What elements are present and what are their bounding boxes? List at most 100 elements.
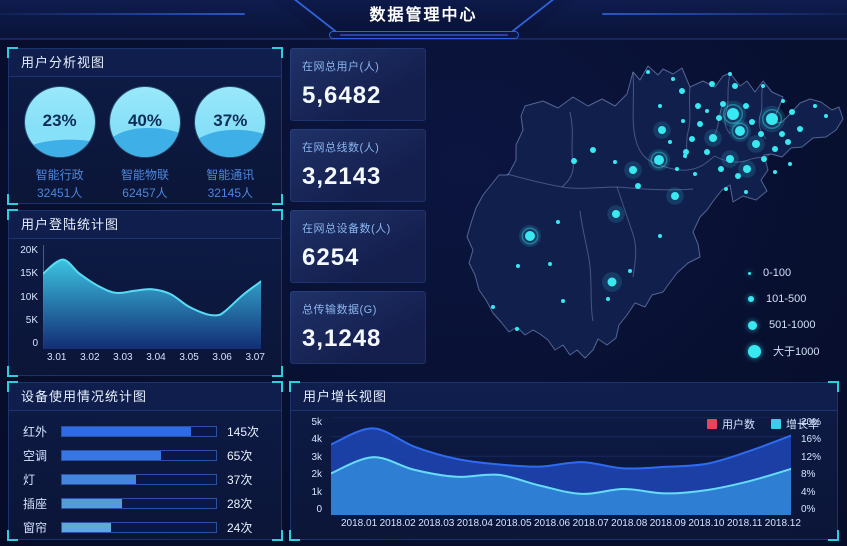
- map-dot[interactable]: [761, 84, 765, 88]
- map-dot[interactable]: [675, 167, 679, 171]
- map-legend-dot: [748, 271, 751, 275]
- map-dot[interactable]: [556, 220, 560, 224]
- map-dot[interactable]: [695, 103, 701, 109]
- map-dot[interactable]: [612, 210, 620, 218]
- y-tick-label: 0%: [801, 503, 816, 515]
- map-dot[interactable]: [697, 121, 703, 127]
- map-dot[interactable]: [607, 277, 617, 287]
- corner-accent: [7, 366, 18, 377]
- map-dot-ring: [521, 227, 539, 245]
- y-tick-label: 8%: [801, 469, 816, 481]
- map-dot[interactable]: [671, 192, 679, 200]
- map-dot[interactable]: [709, 134, 717, 142]
- map-dot[interactable]: [693, 172, 697, 176]
- map-dot[interactable]: [658, 126, 666, 134]
- x-tick-label: 2018.02: [379, 518, 416, 529]
- map-dot[interactable]: [658, 234, 662, 238]
- map-dot[interactable]: [646, 70, 650, 74]
- map-dot[interactable]: [491, 305, 495, 309]
- map-dot[interactable]: [735, 126, 745, 136]
- map-dot[interactable]: [689, 136, 695, 142]
- map-dot[interactable]: [683, 154, 687, 158]
- bar-track: [61, 498, 217, 509]
- device-usage-count: 37次: [227, 473, 253, 487]
- map-dot[interactable]: [797, 126, 803, 132]
- map-dot[interactable]: [716, 115, 722, 121]
- map-dot[interactable]: [761, 156, 767, 162]
- map-dot[interactable]: [629, 166, 637, 174]
- map-dot[interactable]: [758, 131, 764, 137]
- map-dot[interactable]: [781, 99, 785, 103]
- map-dot[interactable]: [705, 109, 709, 113]
- legend-item-users[interactable]: 用户数: [707, 416, 755, 432]
- map-dot[interactable]: [749, 119, 755, 125]
- map-dot[interactable]: [683, 149, 689, 155]
- map-dot[interactable]: [658, 104, 662, 108]
- corner-accent: [828, 530, 839, 541]
- x-tick-label: 3.02: [80, 352, 100, 363]
- map-dot[interactable]: [571, 158, 577, 164]
- map-dot[interactable]: [613, 160, 617, 164]
- gauge-label: 智能通讯: [206, 168, 255, 182]
- map-dot[interactable]: [743, 165, 751, 173]
- map-dot[interactable]: [724, 187, 728, 191]
- panel-title: 用户登陆统计图: [9, 211, 281, 239]
- map-dot[interactable]: [671, 77, 675, 81]
- x-tick-label: 3.06: [212, 352, 232, 363]
- map-dot[interactable]: [525, 231, 535, 241]
- map-legend-item: 大于1000: [748, 338, 819, 364]
- map-dot[interactable]: [561, 299, 565, 303]
- panel-title: 设备使用情况统计图: [9, 383, 281, 411]
- region-bubble-map[interactable]: 0-100 101-500 501-1000 大于1000: [430, 44, 847, 400]
- map-dot[interactable]: [635, 183, 641, 189]
- map-dot[interactable]: [679, 88, 685, 94]
- map-dot[interactable]: [515, 327, 519, 331]
- device-name: 窗帘: [23, 521, 48, 535]
- map-dot[interactable]: [788, 162, 792, 166]
- map-dot[interactable]: [590, 147, 596, 153]
- map-dot[interactable]: [813, 104, 817, 108]
- bar-fill: [62, 475, 136, 484]
- map-dot[interactable]: [766, 113, 778, 125]
- legend-item-growth-rate[interactable]: 增长率: [771, 416, 819, 432]
- legend-swatch: [707, 419, 717, 429]
- map-dot[interactable]: [606, 297, 610, 301]
- map-dot[interactable]: [728, 72, 732, 76]
- y-tick-label: 12%: [801, 451, 822, 463]
- y-tick-label: 0: [32, 338, 38, 349]
- liquid-gauge: 37%: [195, 87, 266, 157]
- legend-label: 用户数: [722, 419, 755, 431]
- device-name: 灯: [23, 473, 36, 487]
- map-dot[interactable]: [779, 131, 785, 137]
- map-dot[interactable]: [743, 103, 749, 109]
- map-dot[interactable]: [668, 140, 672, 144]
- map-dot[interactable]: [726, 155, 734, 163]
- growth-area-chart[interactable]: [331, 417, 791, 515]
- map-dot[interactable]: [718, 166, 724, 172]
- map-dot[interactable]: [681, 119, 685, 123]
- map-dot[interactable]: [720, 101, 726, 107]
- gauge-comm: 37% 智能通讯 32145人: [188, 87, 272, 201]
- map-canvas[interactable]: [430, 44, 847, 400]
- map-dot[interactable]: [548, 262, 552, 266]
- map-legend-label: 0-100: [763, 267, 792, 279]
- map-dot[interactable]: [773, 170, 777, 174]
- login-area-chart[interactable]: [43, 245, 261, 349]
- corner-accent: [828, 381, 839, 392]
- map-dot[interactable]: [516, 264, 520, 268]
- map-dot[interactable]: [744, 190, 748, 194]
- map-dot[interactable]: [704, 149, 710, 155]
- map-dot[interactable]: [654, 155, 664, 165]
- map-dot[interactable]: [628, 269, 632, 273]
- x-tick-label: 2018.09: [649, 518, 686, 529]
- map-dot[interactable]: [735, 173, 741, 179]
- map-dot[interactable]: [785, 139, 791, 145]
- map-dot[interactable]: [732, 83, 738, 89]
- map-dot[interactable]: [824, 114, 828, 118]
- map-dot[interactable]: [752, 140, 760, 148]
- map-dot[interactable]: [789, 109, 795, 115]
- map-dot[interactable]: [772, 146, 778, 152]
- map-dot[interactable]: [727, 108, 739, 120]
- map-dot[interactable]: [709, 81, 715, 87]
